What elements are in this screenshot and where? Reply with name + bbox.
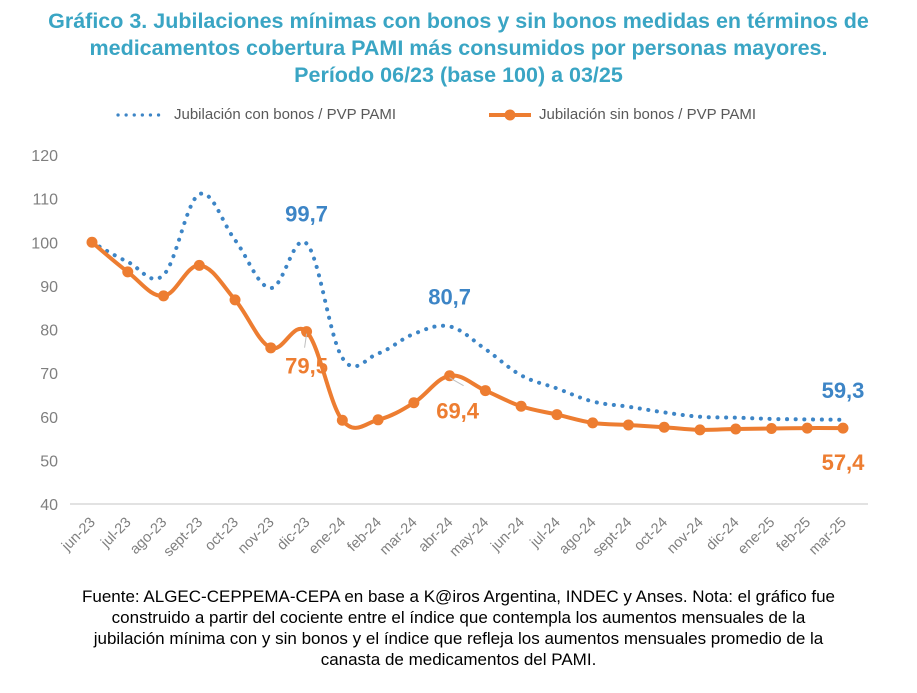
x-tick-label: sept-23 [161, 515, 207, 561]
x-tick-label: ene-25 [735, 515, 778, 558]
series-point-sin-bonos [551, 409, 563, 421]
legend-item-con-bonos: Jubilación con bonos / PVP PAMI [116, 106, 396, 123]
y-tick-label: 70 [40, 366, 58, 383]
series-point-sin-bonos [837, 422, 849, 434]
series-point-sin-bonos [515, 400, 527, 412]
data-label-con-bonos: 59,3 [822, 378, 865, 403]
x-tick-label: ene-24 [306, 515, 349, 558]
x-tick-label: mar-25 [806, 515, 850, 559]
x-tick-label: oct-24 [631, 515, 671, 555]
y-tick-label: 50 [40, 453, 58, 470]
series-point-sin-bonos [158, 290, 170, 302]
source-line-1: Fuente: ALGEC-CEPPEMA-CEPA en base a K@i… [81, 587, 835, 606]
x-tick-label: oct-23 [202, 515, 242, 555]
series-point-sin-bonos [444, 370, 456, 382]
series-point-sin-bonos [193, 259, 205, 271]
data-label-sin-bonos: 69,4 [436, 399, 480, 424]
chart-title-line-2: medicamentos cobertura PAMI más consumid… [89, 36, 828, 60]
series-point-sin-bonos [336, 414, 348, 426]
legend-label-sin-bonos: Jubilación sin bonos / PVP PAMI [539, 106, 757, 123]
x-tick-label: jun-24 [487, 515, 528, 556]
y-tick-label: 100 [31, 235, 58, 252]
data-label-con-bonos: 99,7 [285, 202, 328, 227]
y-tick-label: 90 [40, 279, 58, 296]
legend-marker-line-icon [489, 109, 531, 120]
data-label-con-bonos: 80,7 [428, 284, 471, 309]
data-label-sin-bonos: 57,4 [822, 450, 866, 475]
chart-title-line-1: Gráfico 3. Jubilaciones mínimas con bono… [48, 9, 869, 33]
series-point-sin-bonos [479, 385, 491, 397]
series-line-sin-bonos [90, 240, 844, 432]
series-point-sin-bonos [587, 417, 599, 429]
source-note: Fuente: ALGEC-CEPPEMA-CEPA en base a K@i… [0, 586, 917, 670]
series-point-sin-bonos [122, 266, 134, 278]
series-point-sin-bonos [694, 424, 706, 436]
data-label-leader-line [449, 377, 464, 387]
legend-label-con-bonos: Jubilación con bonos / PVP PAMI [174, 106, 397, 123]
series-point-sin-bonos [622, 419, 634, 431]
source-line-4: canasta de medicamentos del PAMI. [320, 650, 597, 669]
x-tick-label: may-24 [447, 515, 493, 561]
series-point-sin-bonos [265, 342, 277, 354]
series-point-sin-bonos [229, 294, 241, 306]
y-tick-label: 40 [40, 497, 58, 514]
y-tick-label: 80 [40, 323, 58, 340]
series-line-con-bonos [90, 191, 845, 422]
series-point-sin-bonos [765, 423, 777, 435]
series-point-sin-bonos [730, 423, 742, 435]
legend-item-sin-bonos: Jubilación sin bonos / PVP PAMI [487, 106, 756, 123]
source-line-2: construido a partir del cociente entre e… [111, 608, 806, 627]
y-tick-label: 60 [40, 410, 58, 427]
series-point-sin-bonos [86, 236, 98, 248]
data-label-leader-line [304, 333, 308, 348]
x-tick-label: mar-24 [377, 515, 421, 559]
legend-dotted-line-icon [116, 112, 168, 117]
series-point-sin-bonos [801, 422, 813, 434]
chart-legend: Jubilación con bonos / PVP PAMI Jubilaci… [0, 106, 917, 128]
series-point-sin-bonos [301, 326, 313, 338]
x-tick-label: nov-23 [235, 515, 278, 558]
data-label-sin-bonos: 79,5 [285, 354, 328, 379]
x-tick-label: sept-24 [590, 515, 636, 561]
series-point-sin-bonos [372, 414, 384, 426]
y-tick-label: 120 [31, 148, 58, 165]
source-line-3: jubilación mínima con y sin bonos y el í… [93, 629, 824, 648]
x-tick-label: nov-24 [664, 515, 707, 558]
series-point-sin-bonos [408, 397, 420, 409]
chart-title-line-3: Período 06/23 (base 100) a 03/25 [294, 63, 623, 87]
x-tick-label: jun-23 [58, 515, 99, 556]
y-tick-label: 110 [32, 192, 58, 209]
chart-title: Gráfico 3. Jubilaciones mínimas con bono… [0, 8, 917, 89]
series-point-sin-bonos [658, 421, 670, 433]
